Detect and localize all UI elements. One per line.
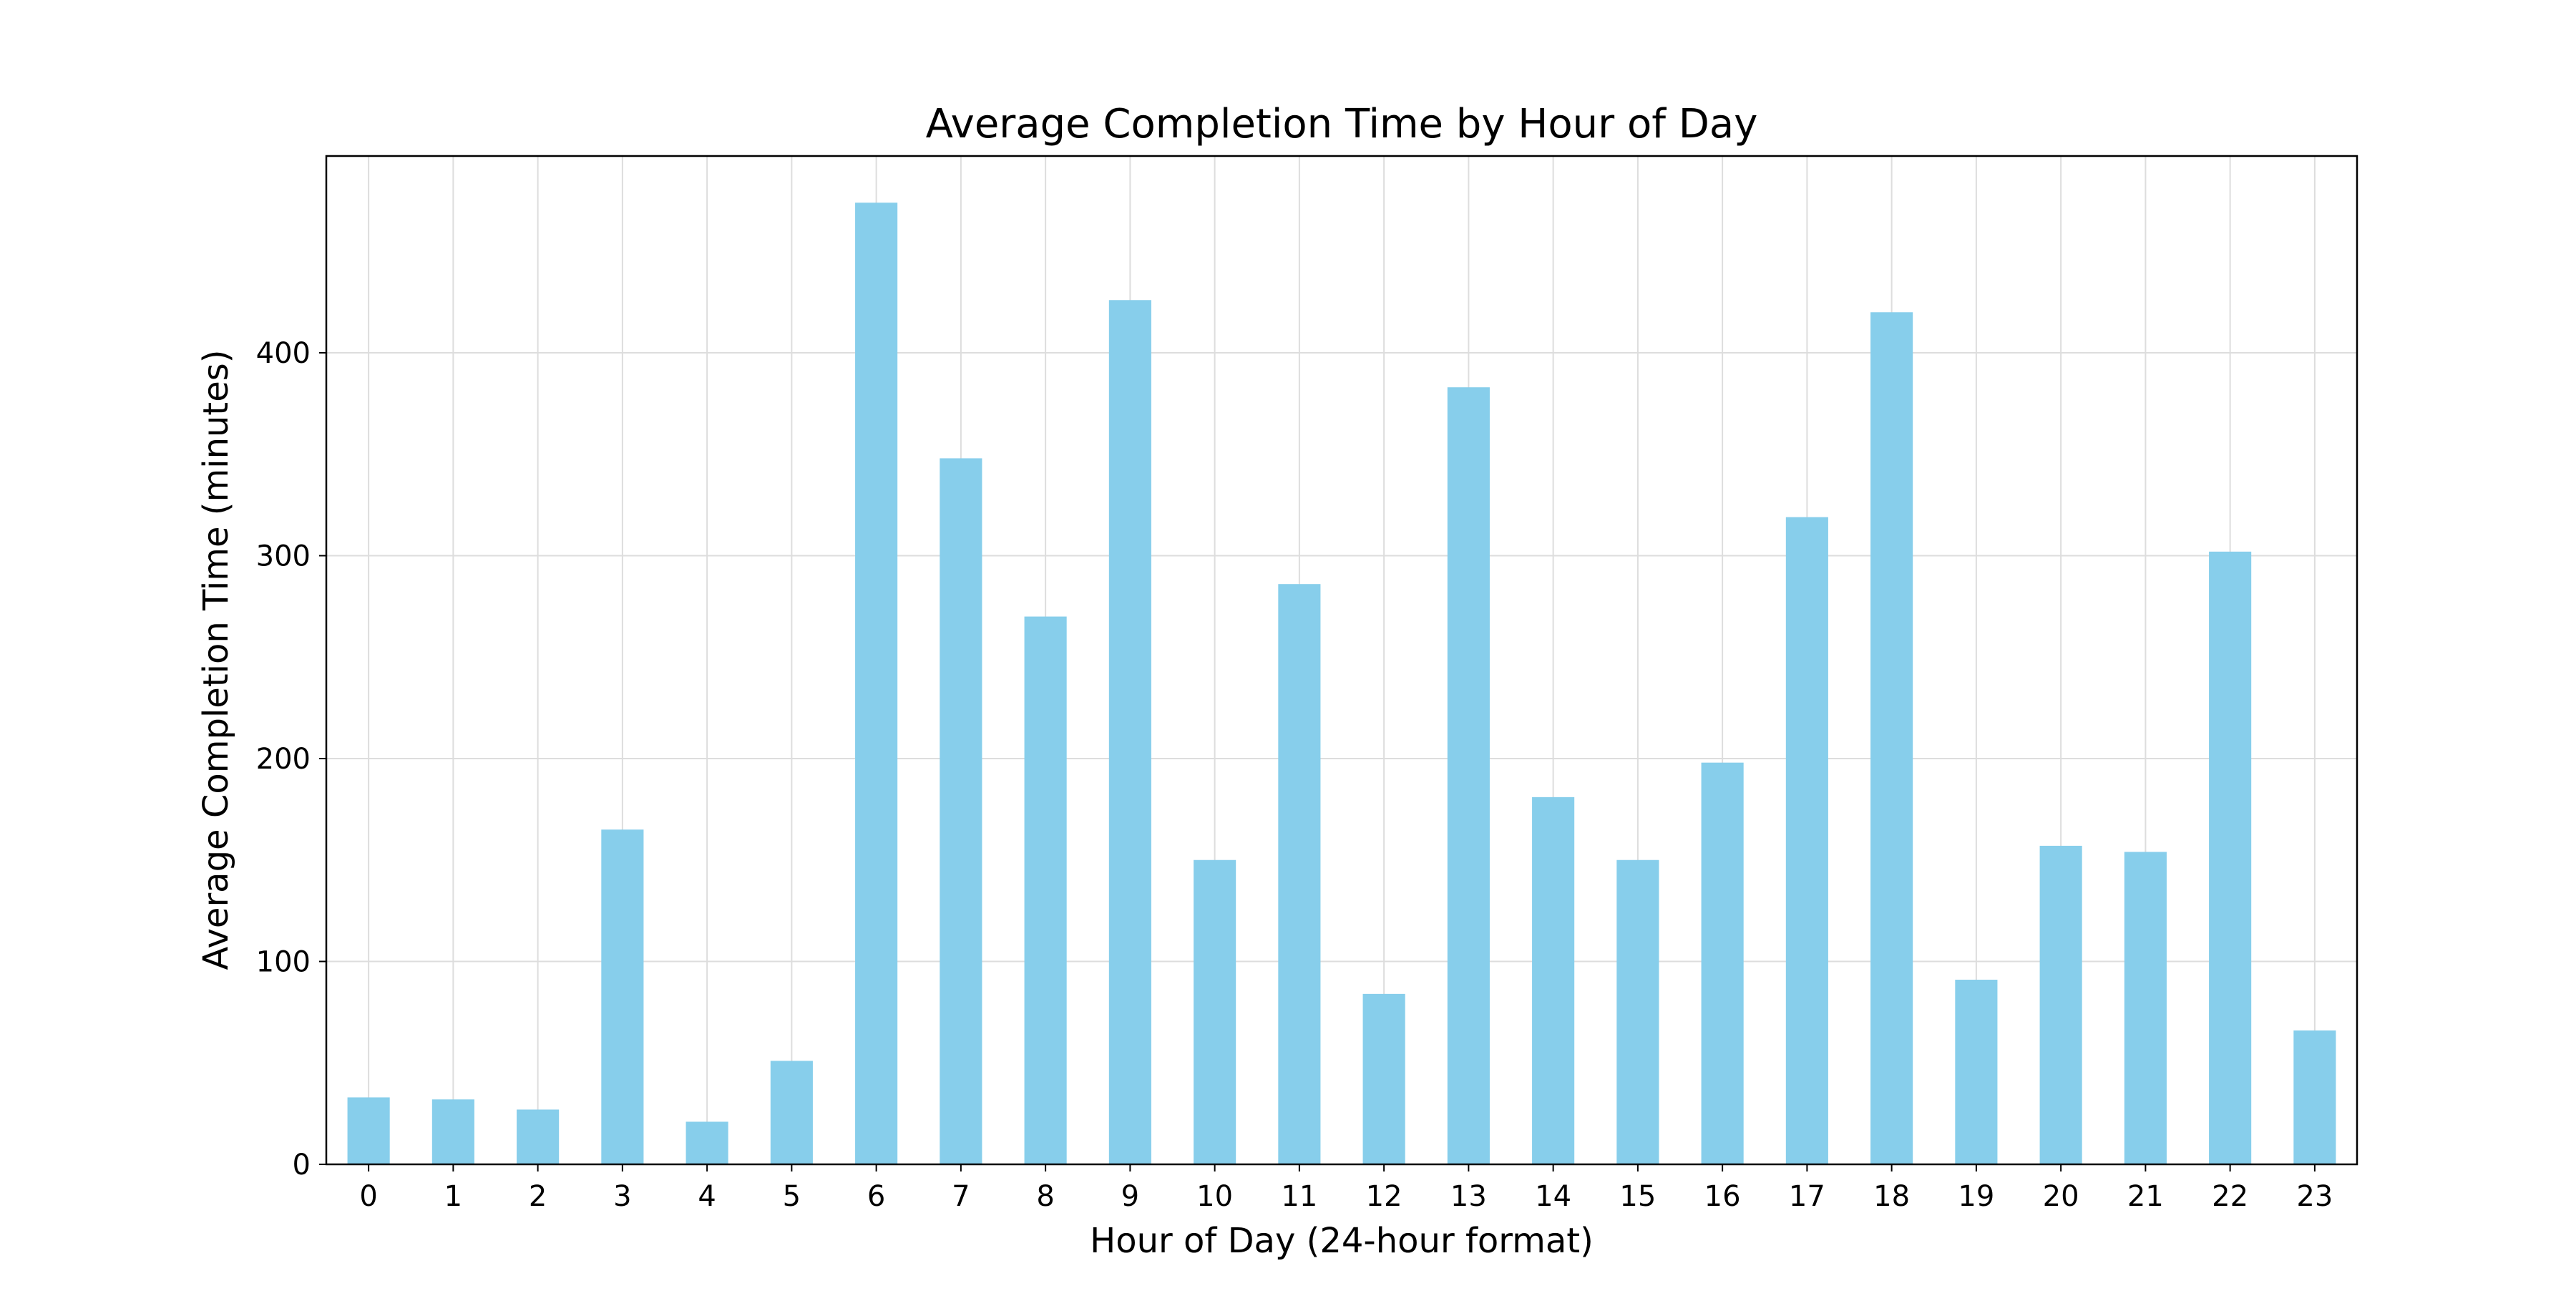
bar-hour-9 <box>1108 300 1151 1165</box>
x-tick-label: 21 <box>2127 1180 2164 1213</box>
bar-hour-20 <box>2039 845 2082 1164</box>
bar-hour-21 <box>2124 852 2167 1164</box>
bar-hour-5 <box>770 1061 813 1164</box>
bar-hour-17 <box>1785 517 1828 1164</box>
x-tick-label: 6 <box>867 1180 885 1213</box>
x-tick-label: 3 <box>613 1180 631 1213</box>
x-tick-label: 11 <box>1281 1180 1317 1213</box>
bar-hour-0 <box>347 1097 390 1164</box>
bar-hour-23 <box>2293 1030 2336 1164</box>
bar-hour-15 <box>1616 859 1659 1164</box>
x-tick-label: 10 <box>1196 1180 1233 1213</box>
x-tick-label: 23 <box>2296 1180 2333 1213</box>
x-tick-label: 12 <box>1366 1180 1402 1213</box>
bar-hour-16 <box>1701 762 1744 1164</box>
bar-hour-1 <box>431 1099 474 1164</box>
x-tick-label: 15 <box>1619 1180 1656 1213</box>
y-tick-label: 200 <box>256 743 311 776</box>
bar-hour-14 <box>1532 796 1575 1164</box>
bar-hour-13 <box>1447 387 1490 1164</box>
x-tick-label: 17 <box>1789 1180 1825 1213</box>
x-tick-label: 22 <box>2212 1180 2248 1213</box>
x-tick-label: 2 <box>529 1180 547 1213</box>
x-tick-label: 5 <box>783 1180 801 1213</box>
x-tick-label: 16 <box>1704 1180 1741 1213</box>
chart-title: Average Completion Time by Hour of Day <box>926 101 1758 147</box>
x-tick-label: 19 <box>1958 1180 1994 1213</box>
y-tick-label: 300 <box>256 540 311 573</box>
x-tick-label: 13 <box>1450 1180 1487 1213</box>
y-tick-label: 0 <box>293 1149 311 1182</box>
x-tick-label: 7 <box>952 1180 970 1213</box>
plot-frame <box>325 155 2358 1166</box>
x-tick-label: 14 <box>1535 1180 1571 1213</box>
bar-hour-22 <box>2209 551 2252 1164</box>
bar-hour-19 <box>1955 980 1998 1164</box>
x-tick-label: 0 <box>359 1180 377 1213</box>
x-tick-label: 20 <box>2043 1180 2079 1213</box>
y-axis-label: Average Completion Time (minutes) <box>196 349 236 970</box>
bar-hour-8 <box>1024 616 1067 1164</box>
x-tick-label: 18 <box>1873 1180 1910 1213</box>
bar-hour-12 <box>1362 993 1405 1164</box>
bar-hour-4 <box>686 1121 728 1164</box>
x-tick-label: 9 <box>1121 1180 1139 1213</box>
bars <box>347 203 2336 1165</box>
bar-hour-3 <box>601 829 644 1164</box>
bar-hour-7 <box>940 458 982 1164</box>
bar-hour-11 <box>1278 584 1321 1164</box>
bar-hour-18 <box>1870 312 1913 1164</box>
x-axis-ticks: 0 1 2 3 4 5 6 7 8 9 10 11 12 13 14 15 16 17 18 19 20 21 22 23 <box>359 1164 2333 1213</box>
bar-hour-2 <box>517 1109 560 1164</box>
y-tick-label: 400 <box>256 337 311 370</box>
x-axis-label: Hour of Day (24-hour format) <box>1090 1221 1594 1261</box>
x-tick-label: 1 <box>444 1180 462 1213</box>
bar-hour-6 <box>855 203 898 1165</box>
y-tick-label: 100 <box>256 945 311 978</box>
bar-hour-10 <box>1194 859 1236 1164</box>
x-tick-label: 8 <box>1036 1180 1054 1213</box>
y-axis-ticks: 0 100 200 300 400 <box>256 337 326 1182</box>
x-tick-label: 4 <box>698 1180 716 1213</box>
